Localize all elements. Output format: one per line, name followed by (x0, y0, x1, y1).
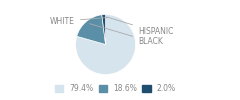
Text: HISPANIC: HISPANIC (107, 17, 173, 36)
Legend: 79.4%, 18.6%, 2.0%: 79.4%, 18.6%, 2.0% (51, 81, 179, 96)
Wedge shape (76, 14, 136, 74)
Wedge shape (77, 15, 106, 44)
Text: WHITE: WHITE (50, 17, 108, 26)
Text: BLACK: BLACK (90, 24, 163, 46)
Wedge shape (102, 14, 106, 44)
